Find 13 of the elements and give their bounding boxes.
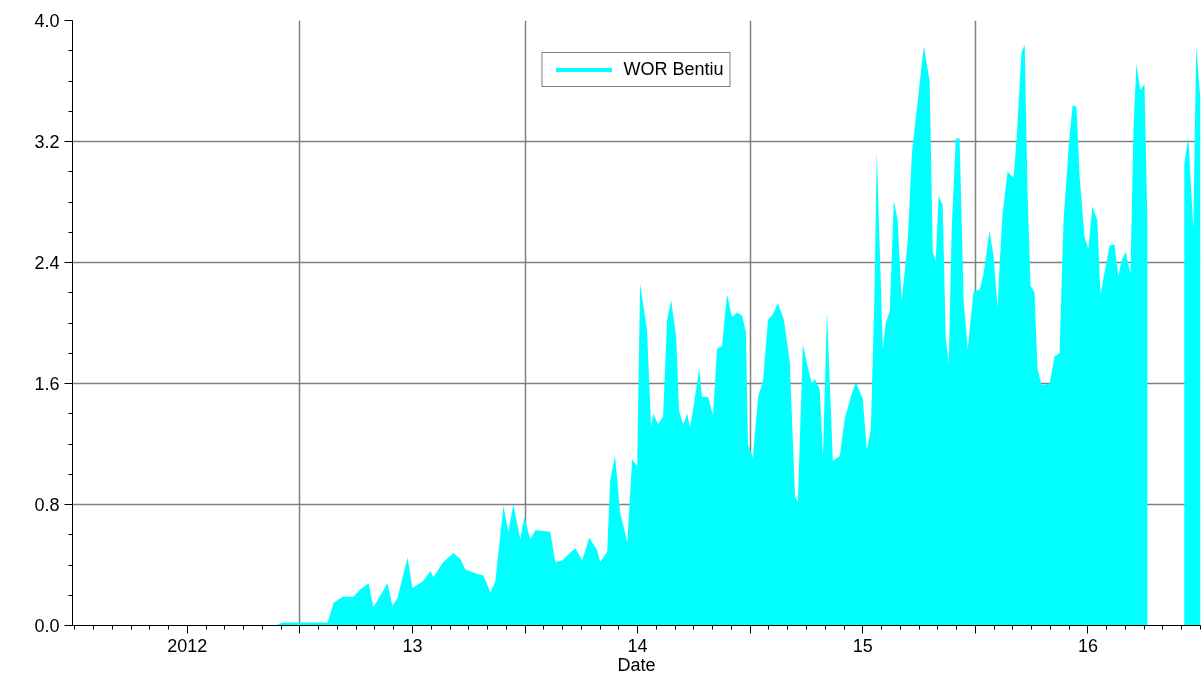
y-tick-label: 3.2 (34, 132, 60, 152)
y-tick-label: 2.4 (34, 253, 60, 273)
y-tick-label: 1.6 (34, 374, 60, 394)
y-tick-label: 0.8 (34, 495, 60, 515)
x-tick-label: 14 (627, 635, 648, 656)
legend-label: WOR Bentiu (623, 59, 724, 80)
y-tick-label: 4.0 (34, 11, 60, 31)
y-tick-label: 0.0 (34, 616, 60, 636)
x-tick-label: 16 (1077, 635, 1098, 656)
x-axis-title: Date (617, 654, 656, 675)
x-tick-label: 13 (402, 635, 423, 656)
x-tick-label: 15 (852, 635, 873, 656)
x-tick-label: 2012 (167, 635, 208, 656)
